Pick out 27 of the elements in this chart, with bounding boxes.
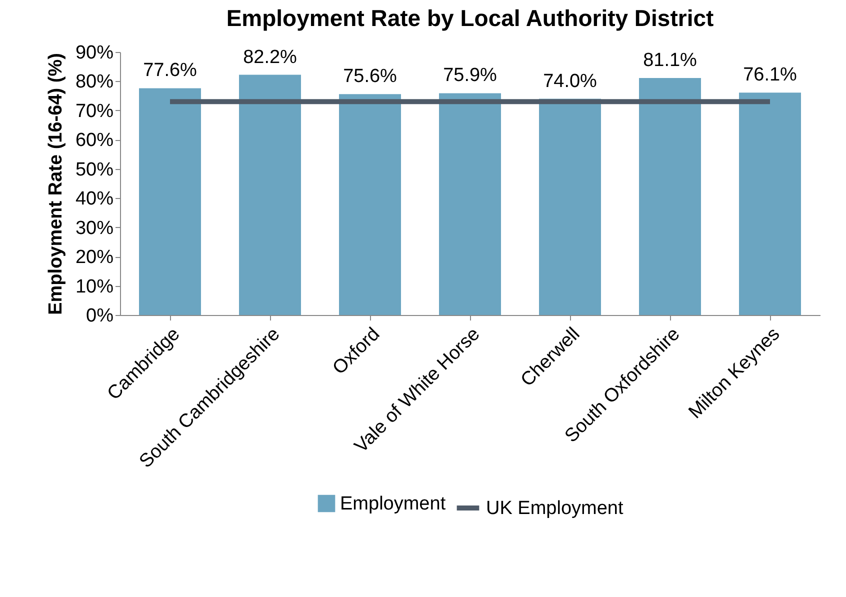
data-label: 75.6% <box>343 66 398 88</box>
y-tick-label: 40% <box>75 188 114 210</box>
bar <box>639 78 701 315</box>
data-label: 74.0% <box>543 70 598 92</box>
data-label: 82.2% <box>243 46 298 68</box>
chart-title: Employment Rate by Local Authority District <box>226 5 714 31</box>
bar <box>239 74 301 315</box>
legend-label: UK Employment <box>486 498 624 519</box>
bar <box>739 92 801 315</box>
y-tick-label: 60% <box>75 130 114 152</box>
y-tick-label: 80% <box>75 72 114 93</box>
data-label: 77.6% <box>143 60 198 82</box>
bar <box>439 93 501 315</box>
bar <box>339 94 401 315</box>
data-label: 75.9% <box>443 65 498 86</box>
legend-label: Employment <box>340 494 446 514</box>
y-tick-label: 70% <box>75 100 114 122</box>
y-tick-label: 50% <box>75 159 114 180</box>
y-axis-title: Employment Rate (16-64) (%) <box>45 53 66 315</box>
y-tick-label: 0% <box>86 306 114 326</box>
data-label: 76.1% <box>743 64 798 86</box>
bar <box>139 88 201 315</box>
data-label: 81.1% <box>643 50 698 72</box>
y-tick-label: 30% <box>75 218 114 239</box>
y-tick-label: 90% <box>75 42 114 64</box>
y-tick-label: 10% <box>75 276 114 298</box>
y-tick-label: 20% <box>75 247 114 268</box>
